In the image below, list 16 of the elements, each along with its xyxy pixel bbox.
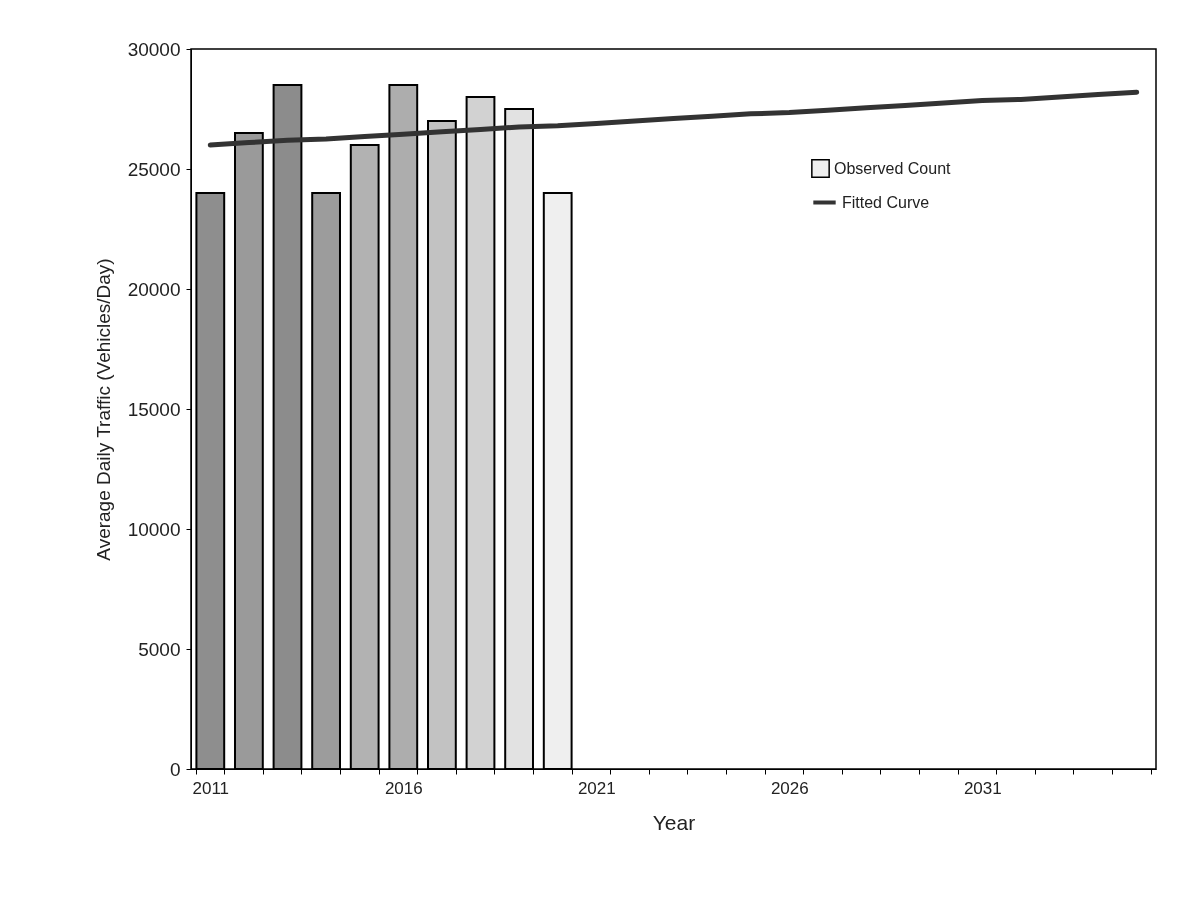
y-tick-label: 30000 bbox=[127, 38, 181, 60]
x-tick-label: 2011 bbox=[192, 778, 230, 798]
y-axis-title: Average Daily Traffic (Vehicles/Day) bbox=[92, 258, 114, 561]
y-tick-label: 20000 bbox=[127, 278, 181, 300]
legend-label: Fitted Curve bbox=[842, 193, 930, 211]
y-tick-label: 0 bbox=[169, 758, 181, 780]
legend-label: Observed Count bbox=[834, 159, 952, 177]
x-tick-label: 2026 bbox=[770, 778, 809, 798]
y-tick-label: 15000 bbox=[127, 398, 181, 420]
x-tick-label: 2016 bbox=[384, 778, 423, 798]
y-tick-label: 25000 bbox=[127, 158, 181, 180]
x-tick-label: 2021 bbox=[577, 778, 616, 798]
x-tick-label: 2031 bbox=[963, 778, 1002, 798]
y-tick-label: 5000 bbox=[138, 638, 181, 660]
y-tick-label: 10000 bbox=[127, 518, 181, 540]
x-axis-title: Year bbox=[652, 810, 696, 834]
